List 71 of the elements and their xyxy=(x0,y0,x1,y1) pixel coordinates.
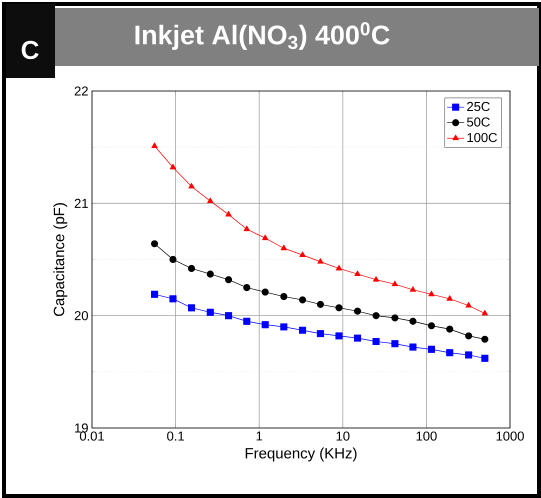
point xyxy=(262,321,269,328)
point xyxy=(243,318,250,325)
x-axis-title: Frequency (KHz) xyxy=(246,448,357,462)
legend-label: 50C xyxy=(467,117,490,127)
point xyxy=(262,234,268,240)
x-tick-label: 10 xyxy=(336,432,350,441)
point xyxy=(225,211,232,217)
point xyxy=(317,258,324,264)
point xyxy=(243,284,250,292)
y-tick-label: 22 xyxy=(74,86,88,96)
y-tick-label: 19 xyxy=(75,423,88,433)
point xyxy=(188,182,195,188)
point xyxy=(391,314,398,322)
point xyxy=(280,244,287,250)
point xyxy=(465,351,472,359)
point xyxy=(372,338,380,346)
point xyxy=(169,295,177,302)
point xyxy=(225,276,232,284)
point xyxy=(316,300,324,308)
point xyxy=(409,344,416,351)
point xyxy=(392,280,398,286)
point xyxy=(244,226,250,232)
point xyxy=(446,295,453,301)
point xyxy=(410,286,416,292)
point xyxy=(428,346,436,353)
point xyxy=(372,312,380,320)
point xyxy=(188,264,196,272)
x-tick-label: 100 xyxy=(416,432,437,441)
point xyxy=(225,312,232,320)
point xyxy=(151,290,158,298)
legend-label: 25C xyxy=(467,102,490,112)
point xyxy=(335,304,343,312)
point xyxy=(465,332,472,340)
point xyxy=(409,318,416,325)
point xyxy=(280,323,288,330)
point xyxy=(206,270,214,278)
point xyxy=(316,330,324,338)
x-tick-label: 1000 xyxy=(496,432,524,441)
x-tick-label: 1 xyxy=(256,432,262,440)
point xyxy=(151,142,158,148)
point xyxy=(188,304,196,312)
point xyxy=(207,198,214,204)
point xyxy=(206,308,214,316)
point xyxy=(262,288,269,296)
y-tick-label: 21 xyxy=(74,198,88,208)
y-tick-label: 20 xyxy=(74,311,88,320)
point xyxy=(466,302,472,308)
x-tick-label: 0.01 xyxy=(80,432,104,441)
point xyxy=(335,332,343,340)
legend-label: 100C xyxy=(467,132,497,142)
chart-title: Inkjet Al(NO$_{3}$) 400$^{0}$C xyxy=(135,22,390,50)
point xyxy=(169,256,177,264)
point xyxy=(151,240,158,248)
point xyxy=(391,340,398,348)
point xyxy=(354,270,361,276)
point xyxy=(372,276,380,282)
text: C xyxy=(22,40,39,60)
point xyxy=(428,322,436,330)
point xyxy=(354,334,362,342)
point xyxy=(299,251,306,257)
x-tick-label: 0.1 xyxy=(167,432,184,441)
point xyxy=(299,296,306,304)
point xyxy=(280,293,288,300)
point xyxy=(428,290,435,296)
point xyxy=(170,164,176,170)
point xyxy=(354,308,362,315)
point xyxy=(299,326,306,334)
point xyxy=(336,264,342,270)
y-axis-title: Capacitance (pF) xyxy=(53,203,68,316)
point xyxy=(446,349,454,356)
point xyxy=(446,326,454,333)
